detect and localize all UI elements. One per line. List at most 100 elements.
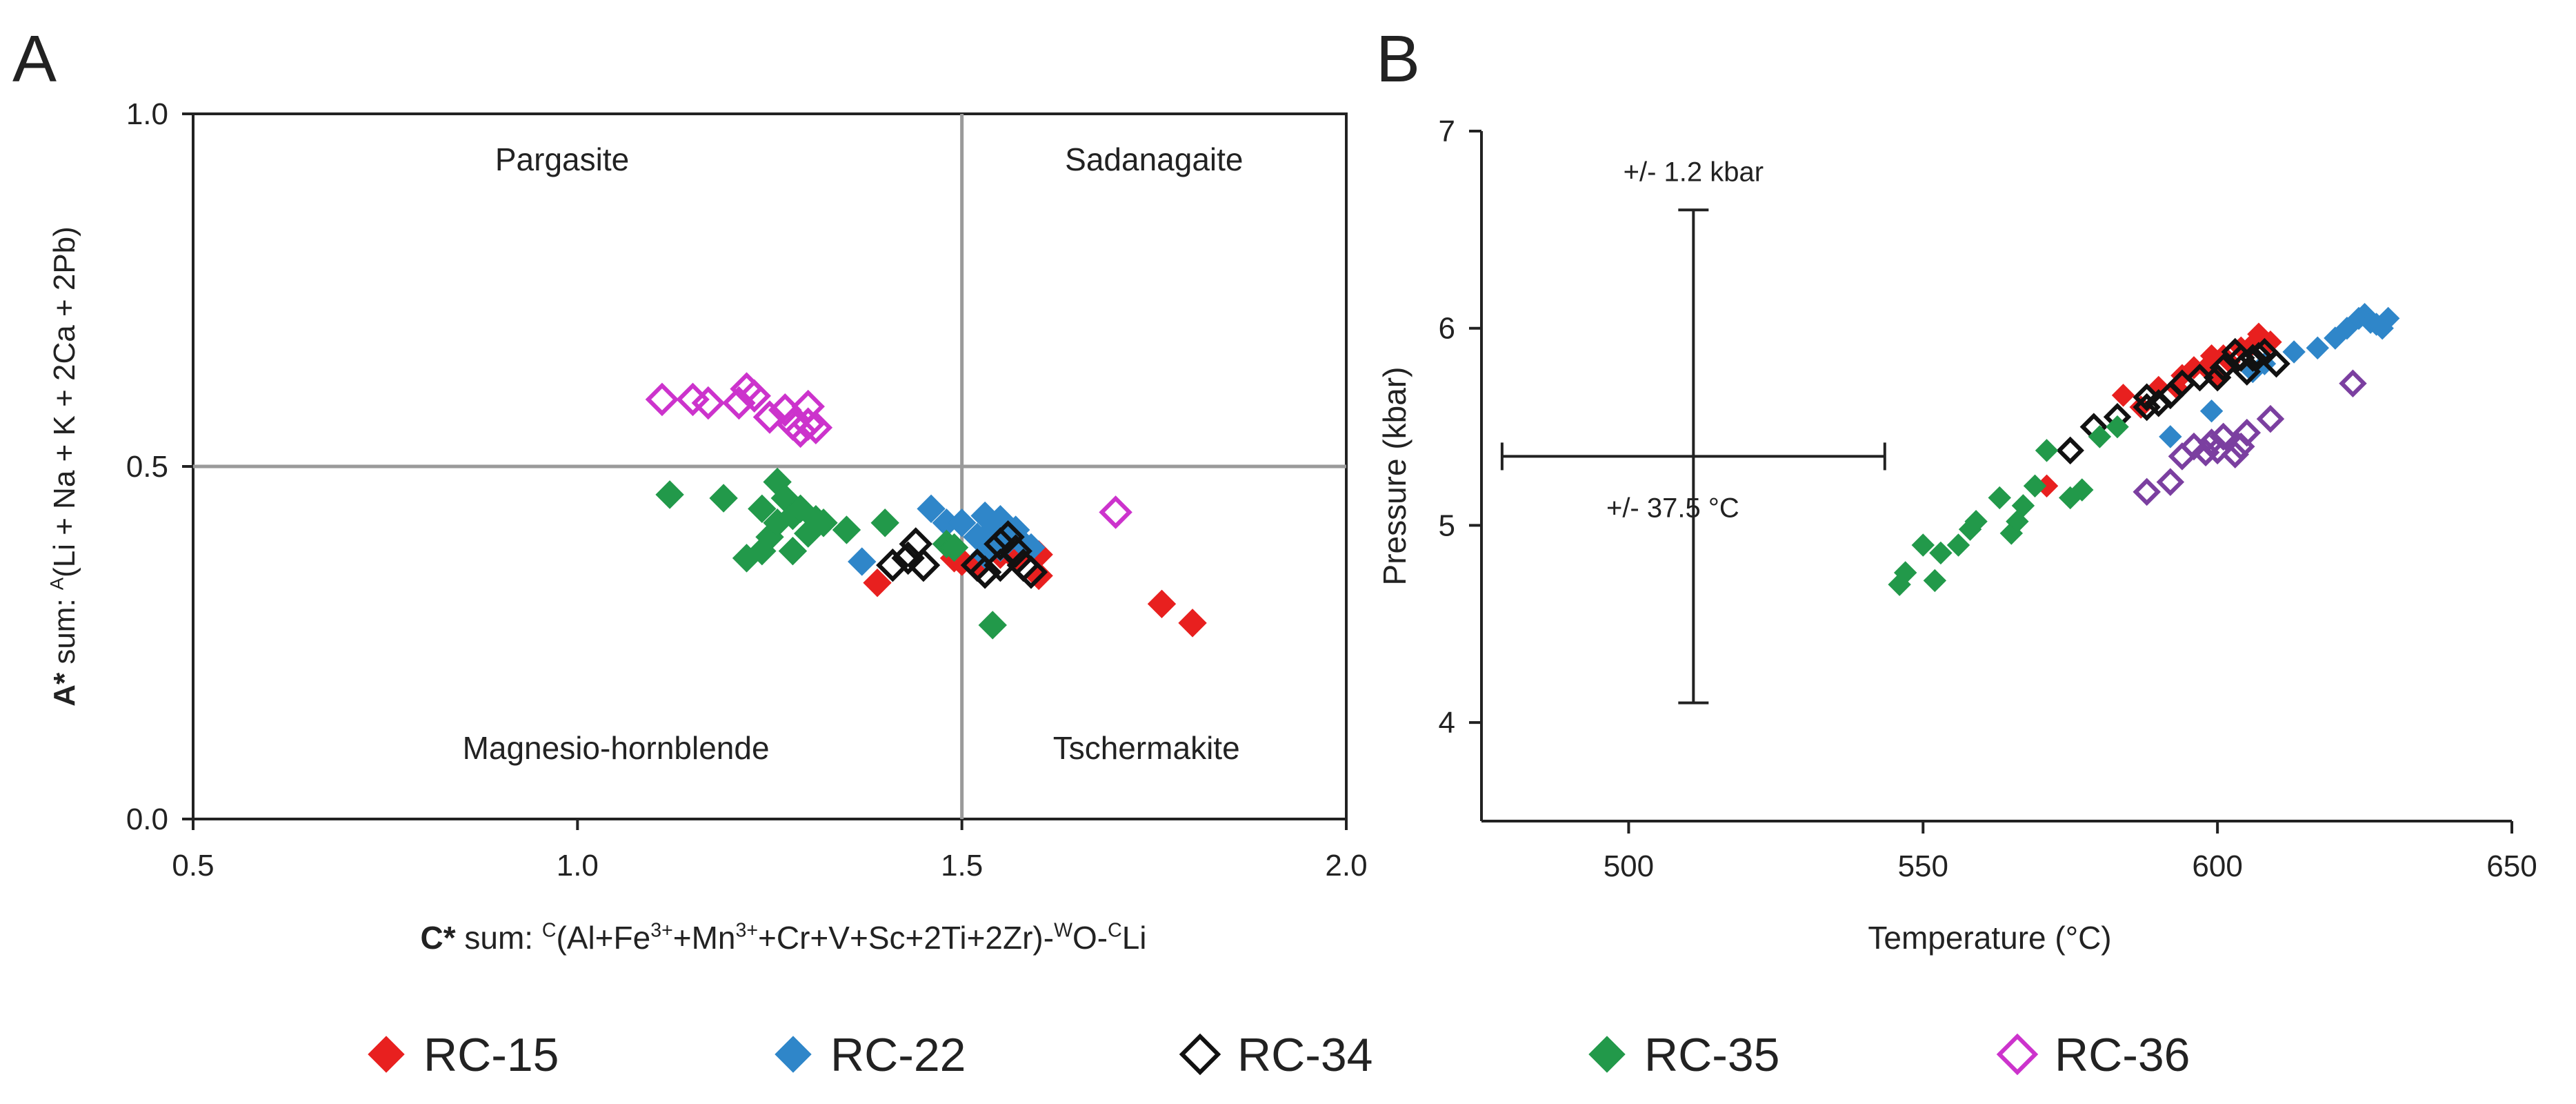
data-point-rc-35	[1964, 510, 1988, 533]
data-point-rc-35	[2023, 474, 2047, 497]
panel-label-a: A	[12, 22, 57, 96]
data-point-rc-22	[947, 509, 977, 538]
data-point-rc-36-b	[2233, 418, 2262, 447]
data-point-rc-35	[2035, 439, 2059, 462]
legend-label: RC-35	[1644, 1029, 1780, 1081]
legend-entry-rc-15: RC-15	[368, 1029, 559, 1081]
data-point-rc-36	[752, 400, 787, 434]
y-tick-label: 1.0	[126, 97, 168, 131]
legend-marker-rc-15	[368, 1036, 405, 1073]
legend-marker-rc-22	[775, 1036, 812, 1073]
data-point-rc-36-b	[2339, 369, 2367, 397]
data-point-rc-35	[978, 611, 1007, 640]
data-point-rc-35	[655, 480, 684, 509]
data-point-rc-35	[2006, 510, 2029, 533]
data-point-rc-22	[2377, 306, 2400, 331]
data-point-rc-36-b	[2209, 422, 2237, 451]
data-point-rc-35	[778, 536, 808, 566]
panel-a: A 0.5 1.0 1.5 2.00.00.51.0 Pargasite Sadanag…	[12, 22, 1368, 956]
data-point-rc-36	[645, 382, 679, 417]
error-bar-x-label: +/- 37.5 °C	[1606, 493, 1739, 523]
data-point-rc-35	[1988, 486, 2011, 510]
data-point-rc-22	[2282, 340, 2306, 364]
x-tick-label: 500	[1604, 849, 1654, 883]
legend-marker-rc-34	[1179, 1033, 1221, 1076]
data-point-rc-35	[1946, 533, 1970, 557]
y-tick-label: 5	[1439, 509, 1455, 542]
data-point-rc-36	[783, 414, 817, 448]
data-point-rc-35	[1893, 561, 1917, 584]
data-point-rc-22	[2199, 400, 2224, 423]
data-point-rc-35	[1929, 541, 1953, 565]
y-tick-label: 0.0	[126, 802, 168, 836]
x-axis-label-a: C* sum: C(Al+Fe3++Mn3++Cr+V+Sc+2Ti+2Zr)-…	[420, 920, 1146, 956]
data-point-rc-34	[876, 548, 910, 582]
field-label: Sadanagaite	[1065, 141, 1243, 177]
panel-label-b: B	[1376, 22, 1420, 96]
x-tick-label: 0.5	[172, 849, 214, 883]
data-point-rc-34	[2133, 383, 2161, 411]
data-point-rc-22	[2306, 336, 2329, 359]
data-point-rc-15	[2111, 384, 2135, 407]
data-point-rc-35	[1911, 533, 1935, 557]
data-point-rc-36-b	[2221, 440, 2249, 469]
data-point-rc-15	[2259, 331, 2282, 354]
y-tick-label: 6	[1439, 312, 1455, 346]
data-point-rc-36	[791, 407, 825, 441]
data-point-rc-15	[1147, 589, 1177, 618]
data-point-rc-34	[968, 555, 1002, 589]
data-point-rc-35	[870, 509, 899, 538]
error-bar-y-label: +/- 1.2 kbar	[1624, 157, 1764, 187]
data-point-rc-34	[2186, 363, 2214, 392]
y-tick-label: 0.5	[126, 450, 168, 484]
data-point-rc-36	[799, 411, 833, 445]
x-tick-label: 1.5	[941, 849, 983, 883]
data-point-rc-36	[691, 386, 726, 420]
x-tick-label: 1.0	[557, 849, 599, 883]
field-label: Magnesio-hornblende	[463, 730, 770, 766]
data-point-rc-35	[939, 533, 969, 562]
x-axis-label-b: Temperature (°C)	[1868, 920, 2111, 956]
data-point-rc-35	[748, 494, 777, 524]
y-tick-label: 4	[1439, 706, 1455, 740]
data-point-rc-15	[863, 568, 892, 598]
data-point-rc-35	[2070, 478, 2094, 502]
panel-b: B 500 550 600 650 4 5 6 7 +/- 1.2 kbar +/- 37.5 …	[1376, 22, 2537, 956]
legend-entry-rc-35: RC-35	[1588, 1029, 1780, 1081]
data-point-rc-35	[2106, 415, 2129, 439]
data-point-rc-36-b	[2256, 404, 2285, 433]
data-point-rc-34	[2203, 363, 2232, 392]
data-point-rc-34	[984, 548, 1017, 582]
legend-entry-rc-22: RC-22	[775, 1029, 966, 1081]
data-point-rc-35	[809, 509, 838, 538]
data-point-rc-22	[917, 494, 946, 524]
field-label: Tschermakite	[1053, 730, 1240, 766]
data-point-rc-34	[2233, 357, 2262, 386]
data-point-rc-34	[991, 520, 1025, 554]
legend-entry-rc-36: RC-36	[1996, 1029, 2190, 1081]
x-tick-label: 600	[2192, 849, 2242, 883]
legend-label: RC-22	[830, 1029, 966, 1081]
legend-label: RC-15	[423, 1029, 559, 1081]
data-point-rc-35	[832, 515, 861, 544]
legend-label: RC-36	[2055, 1029, 2190, 1081]
x-tick-label: 550	[1898, 849, 1948, 883]
field-label: Pargasite	[495, 141, 629, 177]
data-point-rc-34	[2262, 349, 2290, 378]
legend: RC-15 RC-22 RC-34 RC-35 RC-36	[368, 1029, 2190, 1081]
data-point-rc-35	[786, 494, 815, 524]
y-tick-label: 7	[1439, 115, 1455, 148]
data-point-rc-34	[2056, 436, 2084, 465]
data-point-rc-34	[906, 548, 941, 582]
data-point-rc-36-b	[2133, 477, 2161, 506]
legend-marker-rc-36	[1996, 1033, 2039, 1076]
legend-entry-rc-34: RC-34	[1179, 1029, 1373, 1081]
x-tick-label: 2.0	[1325, 849, 1367, 883]
data-point-rc-22	[848, 547, 877, 576]
data-point-rc-34	[984, 527, 1017, 561]
data-point-rc-35	[2088, 425, 2112, 448]
data-point-rc-22	[2159, 425, 2182, 448]
data-point-rc-36-b	[2156, 468, 2185, 496]
y-axis-label-a: A* sum: A(Li + Na + K + 2Ca + 2Pb)	[46, 226, 81, 707]
